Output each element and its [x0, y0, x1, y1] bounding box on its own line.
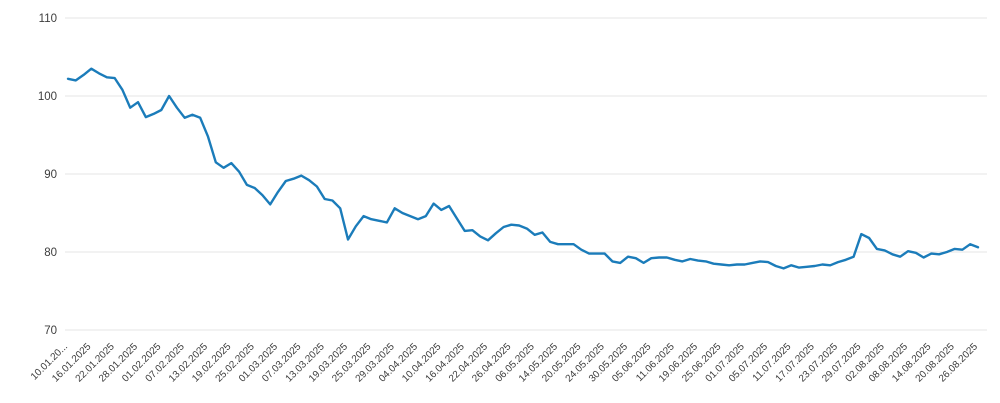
y-axis-tick-label: 100	[38, 91, 57, 103]
y-axis-tick-label: 110	[39, 13, 57, 25]
y-axis-tick-label: 80	[44, 247, 57, 259]
y-axis-tick-label: 70	[44, 325, 57, 337]
price-line-series	[66, 67, 980, 270]
y-axis-tick-label: 90	[44, 169, 57, 181]
